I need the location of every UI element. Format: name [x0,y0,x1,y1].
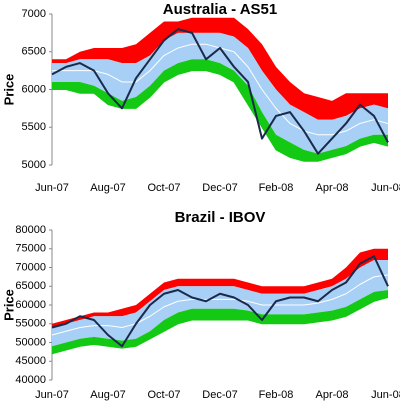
band-edge [52,70,389,162]
band-edge [51,297,389,355]
y-tick-label: 6500 [22,46,46,58]
y-tick-label: 60000 [15,299,46,311]
x-tick-label: Oct-07 [147,389,180,401]
band-area [52,260,388,347]
y-tick-label: 80000 [15,224,46,236]
x-tick-label: Jun-08 [371,389,400,401]
x-tick-label: Apr-08 [315,182,348,194]
band-area [52,248,388,328]
y-tick-label: 50000 [15,336,46,348]
x-tick-label: Dec-07 [202,182,237,194]
x-tick-label: Apr-08 [315,389,348,401]
line [51,274,389,336]
y-tick-label: 55000 [15,318,46,330]
x-tick-label: Dec-07 [202,389,237,401]
y-tick-label: 65000 [15,280,46,292]
line [51,28,389,155]
y-axis-label: Price [1,289,16,321]
x-tick-label: Feb-08 [259,182,294,194]
band-area [52,17,388,120]
y-tick-label: 5000 [22,159,46,171]
x-tick-label: Oct-07 [147,182,180,194]
chart-title: Australia - AS51 [163,1,278,18]
y-tick-label: 45000 [15,355,46,367]
y-tick-label: 75000 [15,243,46,255]
x-tick-label: Feb-08 [259,389,294,401]
x-tick-label: Jun-08 [371,182,400,194]
chart-title: Brazil - IBOV [175,209,266,226]
band-area [52,32,388,154]
y-axis-label: Price [1,74,16,106]
x-tick-label: Jun-07 [35,182,69,194]
y-tick-label: 5500 [22,121,46,133]
y-tick-label: 6000 [22,83,46,95]
y-tick-label: 40000 [15,374,46,386]
line [51,255,389,348]
x-tick-label: Jun-07 [35,389,69,401]
y-tick-label: 70000 [15,261,46,273]
x-tick-label: Aug-07 [90,182,125,194]
y-tick-label: 7000 [22,8,46,20]
x-tick-label: Aug-07 [90,389,125,401]
